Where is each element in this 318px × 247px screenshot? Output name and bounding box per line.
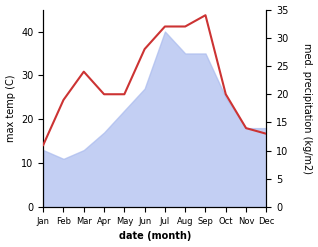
X-axis label: date (month): date (month) [119,231,191,242]
Y-axis label: max temp (C): max temp (C) [5,75,16,142]
Y-axis label: med. precipitation (kg/m2): med. precipitation (kg/m2) [302,43,313,174]
